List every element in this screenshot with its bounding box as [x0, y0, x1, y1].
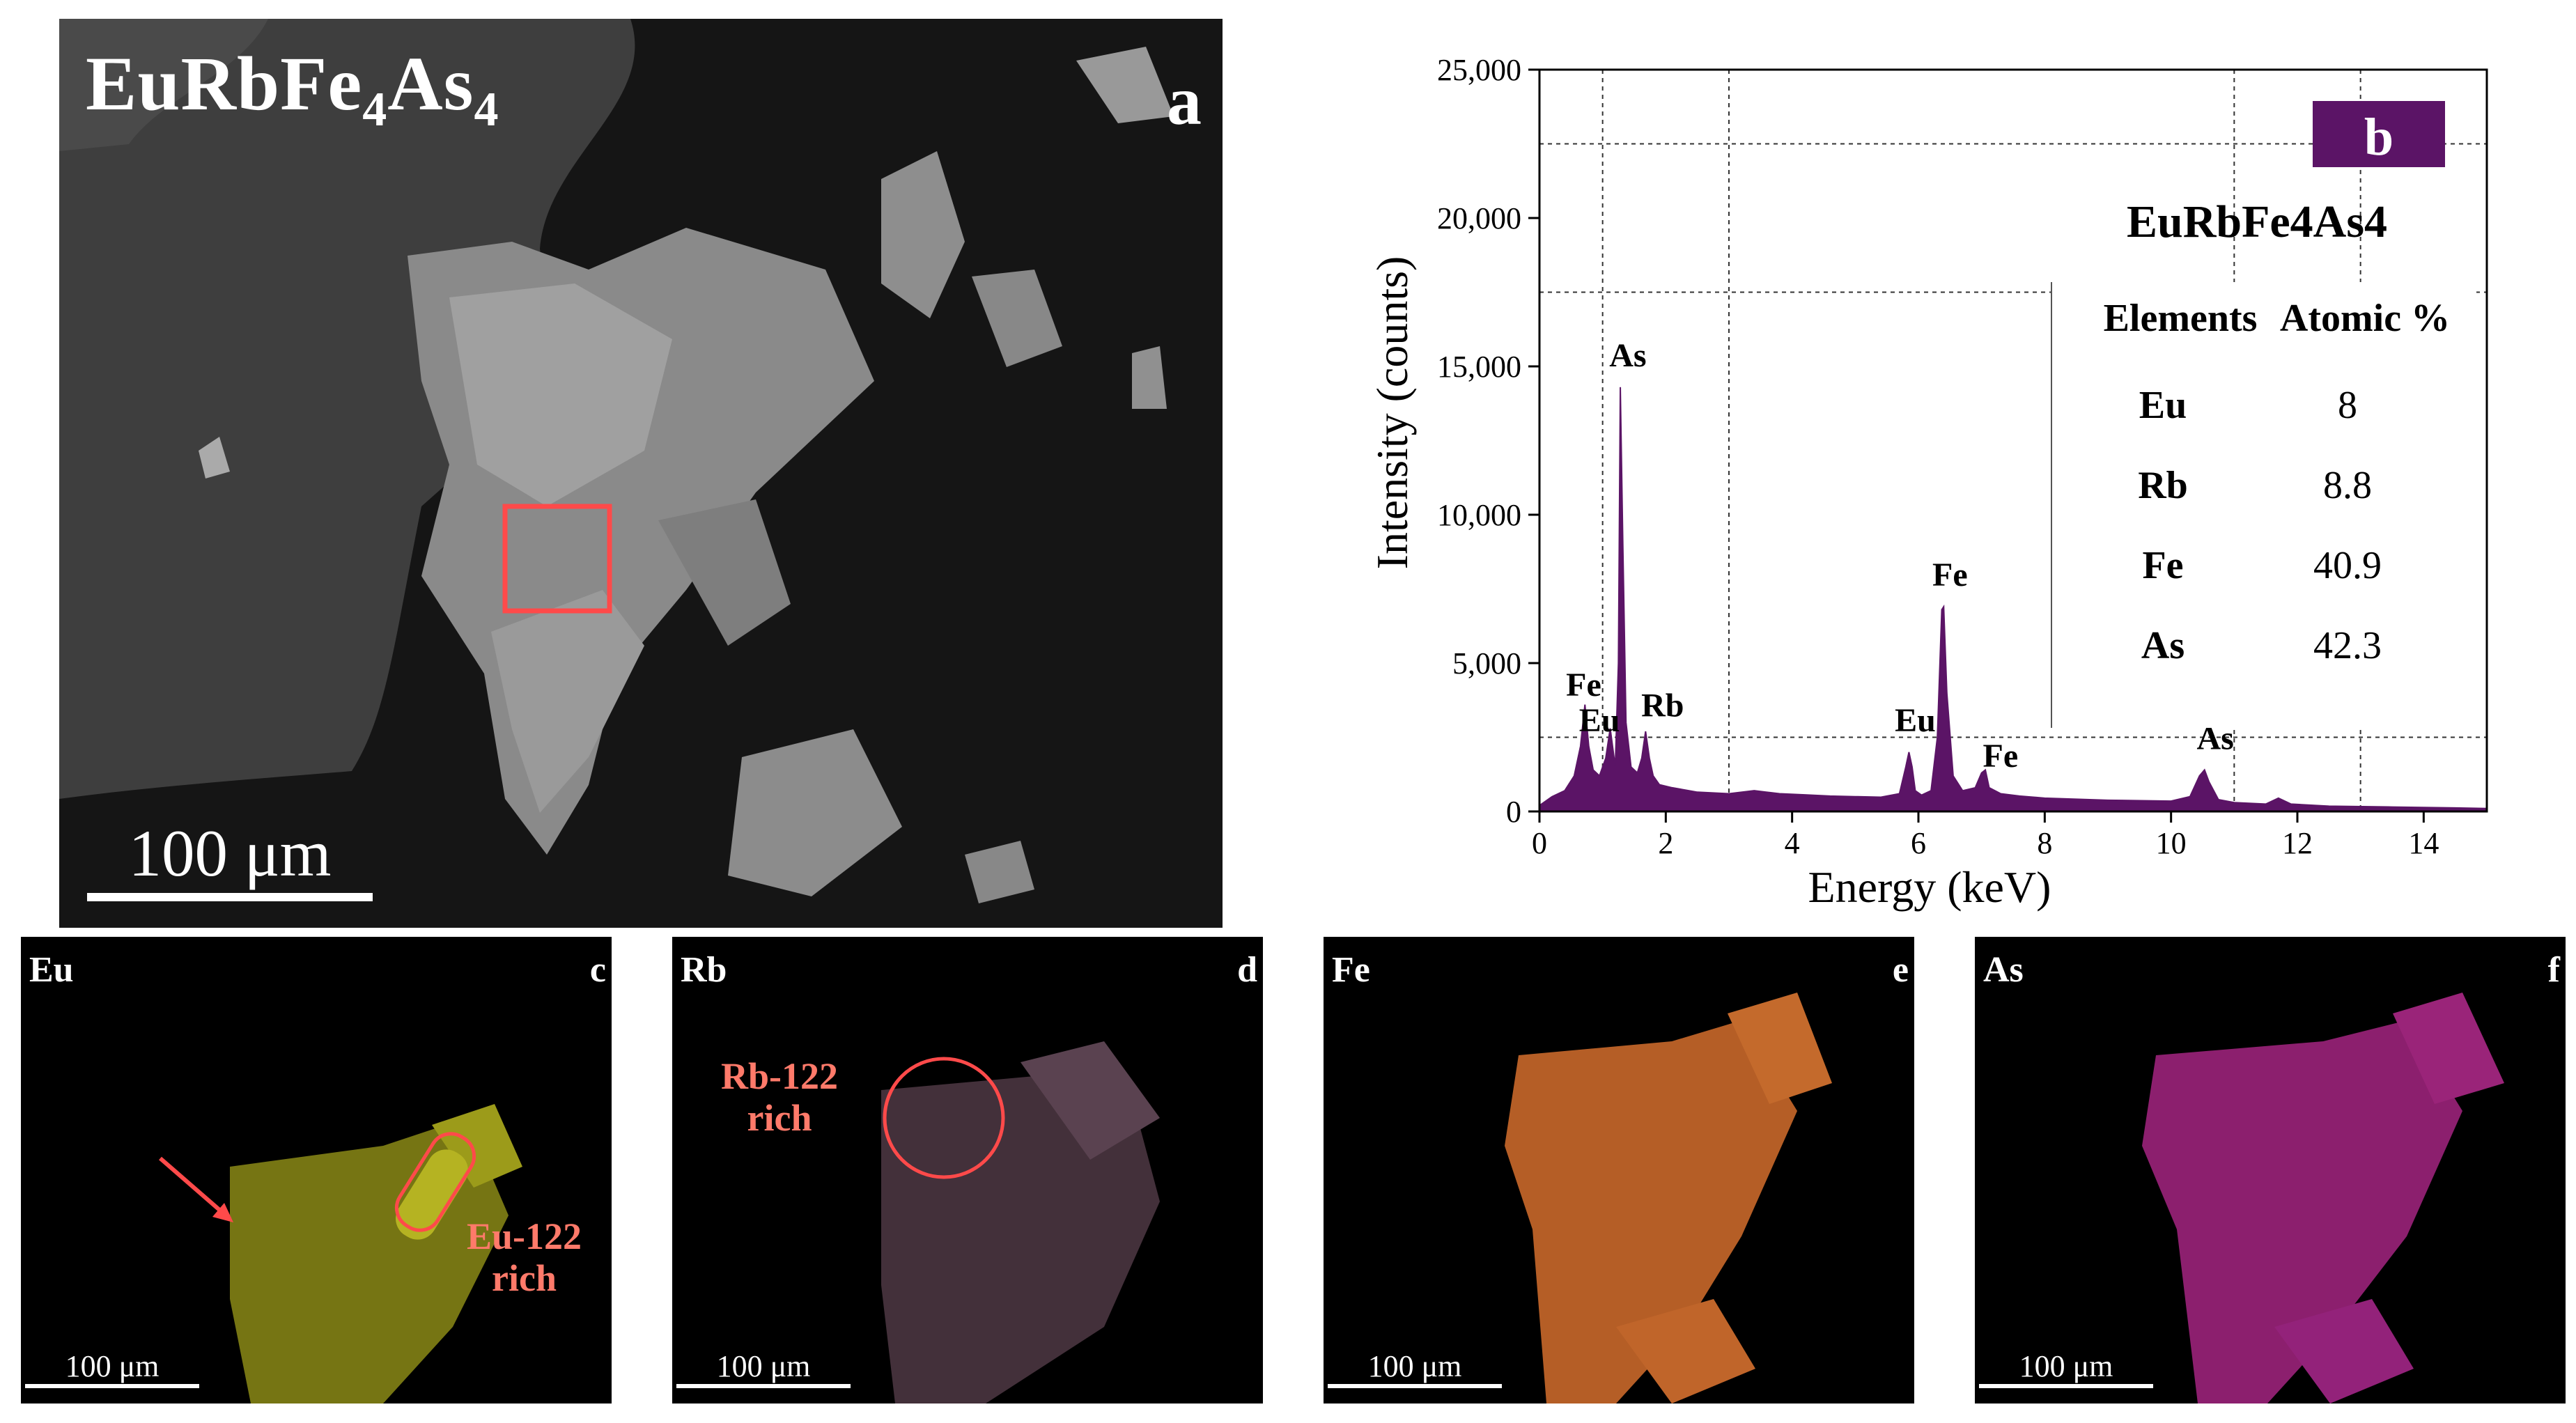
scale-bar-line — [87, 893, 373, 901]
peak-label: Fe — [1983, 738, 2019, 775]
x-tick-label: 6 — [1911, 826, 1926, 860]
y-axis-label: Intensity (counts) — [1367, 256, 1417, 570]
fe-map-image — [1505, 993, 1832, 1403]
y-tick-label: 20,000 — [1437, 201, 1521, 235]
x-tick-label: 4 — [1785, 826, 1800, 860]
panel-letter-box — [2313, 101, 2445, 167]
peak-label: Fe — [1566, 667, 1601, 703]
y-tick-label: 10,000 — [1437, 498, 1521, 532]
y-tick-label: 0 — [1506, 795, 1521, 829]
spectrum-series — [1539, 387, 2488, 812]
inset-title: EuRbFe4As4 — [2127, 196, 2387, 247]
map-scale-bar: 100 μm — [1979, 1348, 2153, 1388]
x-tick-label: 8 — [2037, 826, 2052, 860]
table-cell-atomic: 8.8 — [2323, 464, 2372, 507]
eu-annotation-overlay — [159, 1132, 476, 1232]
scale-bar: 100 μm — [87, 815, 373, 901]
peak-label: Rb — [1641, 687, 1684, 724]
rb-122-annotation: Rb-122 rich — [721, 1055, 839, 1139]
x-tick-label: 10 — [2156, 826, 2187, 860]
map-element-label: Eu — [29, 950, 74, 990]
peak-label: As — [1609, 337, 1646, 374]
map-scale-bar: 100 μm — [676, 1348, 851, 1388]
x-tick-label: 2 — [1658, 826, 1673, 860]
rb-map-image — [881, 1041, 1160, 1403]
peak-label: Fe — [1932, 557, 1968, 593]
sample-title: EuRbFe4As4 — [86, 41, 499, 137]
eds-spectrum-chart: 0 2 4 6 8 10 12 14 0 5,000 10,000 15,000 20,000 25,00… — [1367, 53, 2488, 912]
map-eu: Eu c Eu-122 rich 100 μm — [21, 937, 612, 1403]
panel-letter-a: a — [1167, 62, 1202, 139]
table-cell-element: Eu — [2139, 384, 2187, 427]
y-tick-label: 25,000 — [1437, 53, 1521, 87]
panel-letter-d: d — [1237, 950, 1257, 990]
table-cell-atomic: 42.3 — [2313, 624, 2382, 667]
map-scale-bar: 100 μm — [25, 1348, 199, 1388]
map-element-label: As — [1983, 950, 2024, 990]
map-element-label: Fe — [1332, 950, 1370, 990]
peak-label: Eu — [1895, 702, 1936, 739]
table-background — [2051, 282, 2476, 728]
x-tick-label: 0 — [1532, 826, 1547, 860]
x-tick-label: 14 — [2408, 826, 2439, 860]
table-cell-element: As — [2141, 624, 2185, 667]
map-rb: Rb d Rb-122 rich 100 μm — [672, 937, 1263, 1403]
y-tick-label: 15,000 — [1437, 350, 1521, 384]
map-element-label: Rb — [681, 950, 727, 990]
eu-map-image — [230, 1104, 522, 1403]
scale-bar-label: 100 μm — [128, 816, 332, 890]
map-as: As f 100 μm — [1975, 937, 2566, 1403]
x-axis-label: Energy (keV) — [1808, 862, 2051, 912]
peak-label: Eu — [1579, 702, 1620, 739]
table-header-elements: Elements — [2104, 297, 2258, 340]
panel-letter-b: b — [2364, 108, 2393, 166]
x-tick-label: 12 — [2282, 826, 2313, 860]
table-cell-element: Rb — [2138, 464, 2188, 507]
table-header-atomic: Atomic % — [2280, 297, 2450, 340]
y-tick-label: 5,000 — [1452, 646, 1521, 681]
map-fe: Fe e 100 μm — [1324, 937, 1914, 1403]
panel-letter-e: e — [1892, 950, 1909, 990]
panel-letter-f: f — [2547, 950, 2560, 990]
sem-image-panel: EuRbFe4As4 a 100 μm — [59, 19, 1223, 928]
panel-letter-c: c — [589, 950, 606, 990]
eds-spectrum-panel: 0 2 4 6 8 10 12 14 0 5,000 10,000 15,000 20,000 25,00… — [1303, 21, 2563, 926]
map-scale-bar: 100 μm — [1328, 1348, 1502, 1388]
table-cell-element: Fe — [2142, 544, 2183, 587]
sem-micrograph — [59, 19, 1174, 903]
table-cell-atomic: 8 — [2338, 384, 2357, 427]
as-map-image — [2142, 993, 2504, 1403]
table-cell-atomic: 40.9 — [2313, 544, 2382, 587]
plot-frame — [1538, 68, 2488, 813]
eu-122-annotation: Eu-122 rich — [467, 1215, 582, 1299]
